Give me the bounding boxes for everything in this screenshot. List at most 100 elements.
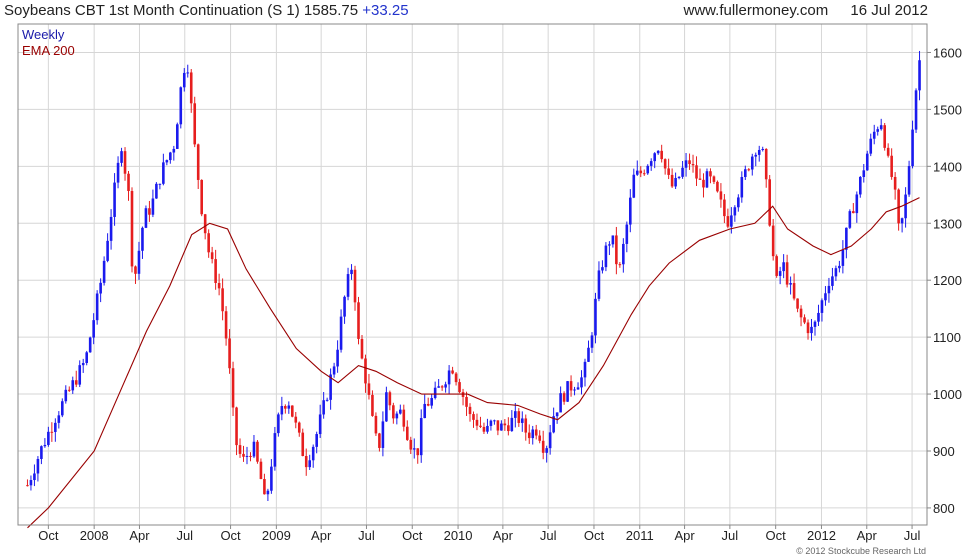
- candle-body: [454, 373, 458, 383]
- candle-body: [228, 338, 231, 369]
- candle-body: [869, 138, 873, 154]
- candle-body: [74, 380, 78, 385]
- candle-body: [297, 422, 301, 433]
- candle-body: [817, 312, 820, 322]
- candle-body: [444, 384, 447, 388]
- x-tick-label: Jul: [540, 528, 557, 543]
- candle-body: [67, 389, 71, 391]
- candle-body: [507, 425, 510, 432]
- candle-body: [102, 260, 106, 283]
- candle-body: [702, 179, 705, 188]
- candle-body: [78, 365, 82, 385]
- grid-lines: [18, 24, 927, 525]
- candle-body: [151, 198, 155, 215]
- candle-body: [196, 144, 200, 180]
- candle-body: [782, 262, 785, 272]
- x-tick-label: Oct: [402, 528, 423, 543]
- candle-body: [527, 432, 531, 439]
- candle-body: [845, 227, 848, 250]
- candle-body: [520, 418, 524, 423]
- candle-body: [566, 381, 569, 402]
- candle-body: [841, 249, 845, 266]
- candle-body: [175, 124, 179, 149]
- candle-body: [95, 293, 99, 321]
- candle-body: [562, 393, 566, 402]
- candle-body: [792, 283, 796, 299]
- candle-body: [433, 387, 437, 399]
- candle-body: [848, 211, 852, 228]
- candle-body: [688, 160, 691, 165]
- candle-body: [653, 153, 656, 162]
- candle-body: [113, 182, 116, 217]
- x-tick-label: Apr: [129, 528, 150, 543]
- candle-body: [137, 250, 141, 274]
- candle-body: [169, 152, 172, 161]
- candle-body: [287, 405, 291, 409]
- candle-body: [865, 153, 869, 171]
- candle-body: [465, 396, 468, 407]
- instrument-title: Soybeans CBT 1st Month Continuation (S 1…: [4, 2, 300, 19]
- candle-body: [486, 425, 489, 432]
- candle-body: [339, 316, 343, 350]
- candle-body: [158, 183, 162, 185]
- candle-body: [392, 405, 395, 419]
- candle-body: [33, 473, 36, 481]
- candle-body: [221, 288, 224, 312]
- x-tick-label: Apr: [674, 528, 695, 543]
- candle-body: [555, 412, 559, 417]
- candle-body: [632, 174, 636, 198]
- x-tick-label: 2011: [626, 528, 654, 543]
- y-tick-label: 1600: [933, 45, 962, 60]
- candle-body: [29, 480, 33, 486]
- candle-body: [186, 72, 190, 74]
- y-tick-label: 1400: [933, 159, 962, 174]
- candle-body: [559, 393, 562, 413]
- candle-body: [479, 425, 482, 427]
- y-tick-label: 1000: [933, 387, 962, 402]
- candle-body: [834, 268, 838, 277]
- candle-body: [451, 370, 454, 374]
- candle-body: [325, 399, 329, 401]
- candle-body: [395, 413, 399, 419]
- candle-body: [635, 170, 639, 175]
- candle-body: [482, 426, 486, 432]
- x-axis: Oct 2008 Apr Jul Oct 2009 Apr Jul Oct 2010 Apr Jul O…: [38, 525, 920, 543]
- candle-body: [743, 169, 747, 178]
- candle-body: [472, 414, 475, 420]
- candle-body: [123, 151, 127, 174]
- candle-body: [496, 420, 500, 431]
- site-link[interactable]: www.fullermoney.com: [683, 2, 829, 19]
- candle-body: [545, 448, 548, 453]
- candle-body: [57, 415, 61, 423]
- y-tick-label: 900: [933, 444, 955, 459]
- candle-body: [47, 431, 50, 445]
- candle-body: [771, 225, 775, 257]
- candle-body: [538, 435, 542, 441]
- candle-body: [130, 191, 134, 267]
- candle-body: [876, 129, 880, 132]
- candle-body: [618, 264, 622, 266]
- candle-body: [437, 386, 440, 388]
- candle-body: [141, 227, 144, 251]
- candle-body: [576, 387, 580, 390]
- candle-body: [315, 434, 318, 447]
- candle-body: [493, 420, 496, 422]
- candle-body: [399, 409, 402, 414]
- candle-body: [346, 274, 350, 297]
- x-tick-label: Oct: [38, 528, 59, 543]
- candle-body: [475, 419, 479, 426]
- x-tick-label: 2010: [444, 528, 473, 543]
- candle-body: [548, 432, 552, 449]
- candle-body: [329, 374, 332, 400]
- candle-body: [890, 155, 893, 177]
- candle-body: [886, 147, 890, 156]
- candle-body: [681, 167, 684, 177]
- candle-body: [649, 161, 653, 166]
- candle-body: [514, 411, 517, 418]
- candle-body: [858, 176, 862, 195]
- candle-body: [695, 165, 698, 179]
- candle-body: [646, 165, 650, 174]
- candle-body: [235, 407, 238, 446]
- y-tick-label: 1200: [933, 273, 962, 288]
